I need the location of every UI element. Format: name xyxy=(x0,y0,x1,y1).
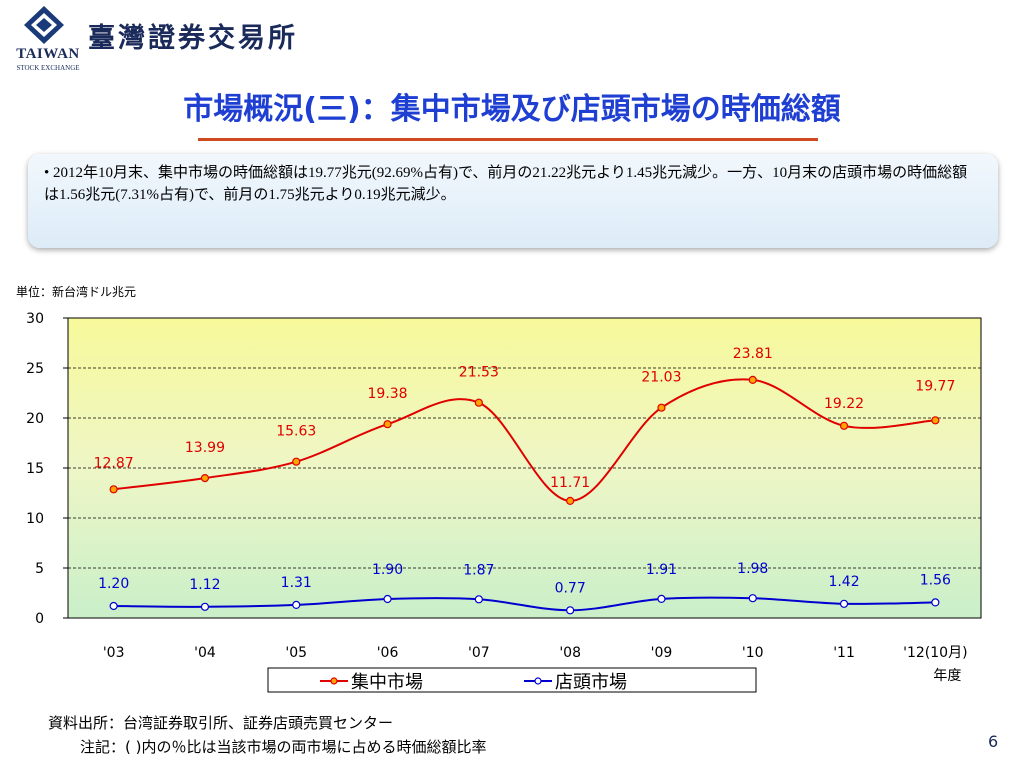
data-label: 12.87 xyxy=(94,455,134,471)
data-point xyxy=(748,594,757,603)
data-point xyxy=(657,403,666,412)
data-point xyxy=(931,416,940,425)
x-tick-label: '04 xyxy=(194,645,216,661)
data-label: 19.77 xyxy=(915,378,955,394)
logo: TAIWAN STOCK EXCHANGE xyxy=(8,4,82,76)
market-cap-line-chart: 0 5 10 15 20 25 30 '03 '04 '05 '06 '07 '08 '09 '10 '11 '… xyxy=(26,311,982,693)
data-label: 1.90 xyxy=(372,562,403,578)
data-label: 1.42 xyxy=(828,574,859,590)
data-point xyxy=(657,594,666,604)
data-label: 21.53 xyxy=(459,365,499,381)
data-point xyxy=(566,496,575,505)
data-point xyxy=(109,485,118,494)
data-point xyxy=(200,602,210,611)
x-tick-label: '11 xyxy=(833,645,855,661)
data-point xyxy=(839,421,849,430)
data-label: 13.99 xyxy=(185,440,225,456)
legend-marker xyxy=(330,677,338,685)
data-point xyxy=(839,599,849,608)
data-label: 1.12 xyxy=(189,577,220,593)
y-tick-label: 15 xyxy=(26,461,44,477)
data-label: 1.98 xyxy=(737,561,768,577)
data-label: 0.77 xyxy=(555,580,586,596)
unit-label: 単位：新台湾ドル兆元 xyxy=(16,285,137,299)
x-axis-label: 年度 xyxy=(933,668,961,684)
slide-title: 市場概況(三)：集中市場及び店頭市場の時価総額 xyxy=(183,92,841,127)
data-point xyxy=(292,457,301,466)
x-tick-label: '12(10月) xyxy=(903,645,967,661)
legend-label: 集中市場 xyxy=(351,672,423,693)
legend-marker xyxy=(534,677,542,685)
x-tick-label: '07 xyxy=(468,645,490,661)
y-tick-label: 25 xyxy=(26,361,44,377)
data-point xyxy=(566,606,575,615)
legend-box xyxy=(267,667,757,693)
x-tick-label: '06 xyxy=(377,645,399,661)
summary-box: • 2012年10月末、集中市場の時価総額は19.77兆元(92.69%占有)で… xyxy=(28,154,998,248)
data-point xyxy=(748,375,757,384)
data-label: 1.87 xyxy=(463,562,494,578)
footnote: 注記：( )内の％比は当該市場の両市場に占める時価総額比率 xyxy=(80,738,487,756)
logo-emblem-icon xyxy=(24,6,64,44)
data-label: 19.22 xyxy=(824,396,864,412)
source-note: 資料出所：台湾証券取引所、証券店頭売買センター xyxy=(48,714,394,732)
x-tick-label: '08 xyxy=(559,645,581,661)
x-tick-label: '05 xyxy=(285,645,307,661)
y-tick-label: 0 xyxy=(35,611,44,627)
y-tick-label: 20 xyxy=(26,411,44,427)
y-tick-label: 30 xyxy=(26,311,44,327)
logo-text: TAIWAN xyxy=(16,46,80,62)
data-label: 15.63 xyxy=(276,424,316,440)
y-tick-label: 5 xyxy=(35,561,44,577)
data-label: 1.91 xyxy=(646,562,677,578)
legend-label: 店頭市場 xyxy=(555,672,627,693)
y-tick-label: 10 xyxy=(26,511,44,527)
summary-text: • 2012年10月末、集中市場の時価総額は19.77兆元(92.69%占有)で… xyxy=(44,165,968,203)
data-point xyxy=(383,594,392,604)
x-tick-label: '10 xyxy=(742,645,764,661)
data-point xyxy=(383,420,392,429)
title-divider xyxy=(198,138,818,141)
series-line-2 xyxy=(113,596,936,612)
data-label: 1.56 xyxy=(920,572,951,588)
data-point xyxy=(931,598,940,607)
data-label: 11.71 xyxy=(550,475,590,491)
x-tick-label: '09 xyxy=(651,645,673,661)
data-point xyxy=(474,398,483,407)
data-point xyxy=(200,474,210,483)
logo-subtext: STOCK EXCHANGE xyxy=(16,64,80,72)
org-name: 臺灣證券交易所 xyxy=(88,23,298,54)
x-tick-label: '03 xyxy=(103,645,125,661)
page-number: 6 xyxy=(988,732,999,751)
data-label: 1.20 xyxy=(98,576,129,592)
data-label: 23.81 xyxy=(733,346,773,362)
data-label: 19.38 xyxy=(368,386,408,402)
data-label: 1.31 xyxy=(281,575,312,591)
chart-legend: 集中市場 店頭市場 xyxy=(267,667,757,693)
data-point xyxy=(292,600,301,610)
data-point xyxy=(109,601,118,611)
series-line-1 xyxy=(113,378,936,502)
data-label: 21.03 xyxy=(641,370,681,386)
data-point xyxy=(474,595,483,604)
